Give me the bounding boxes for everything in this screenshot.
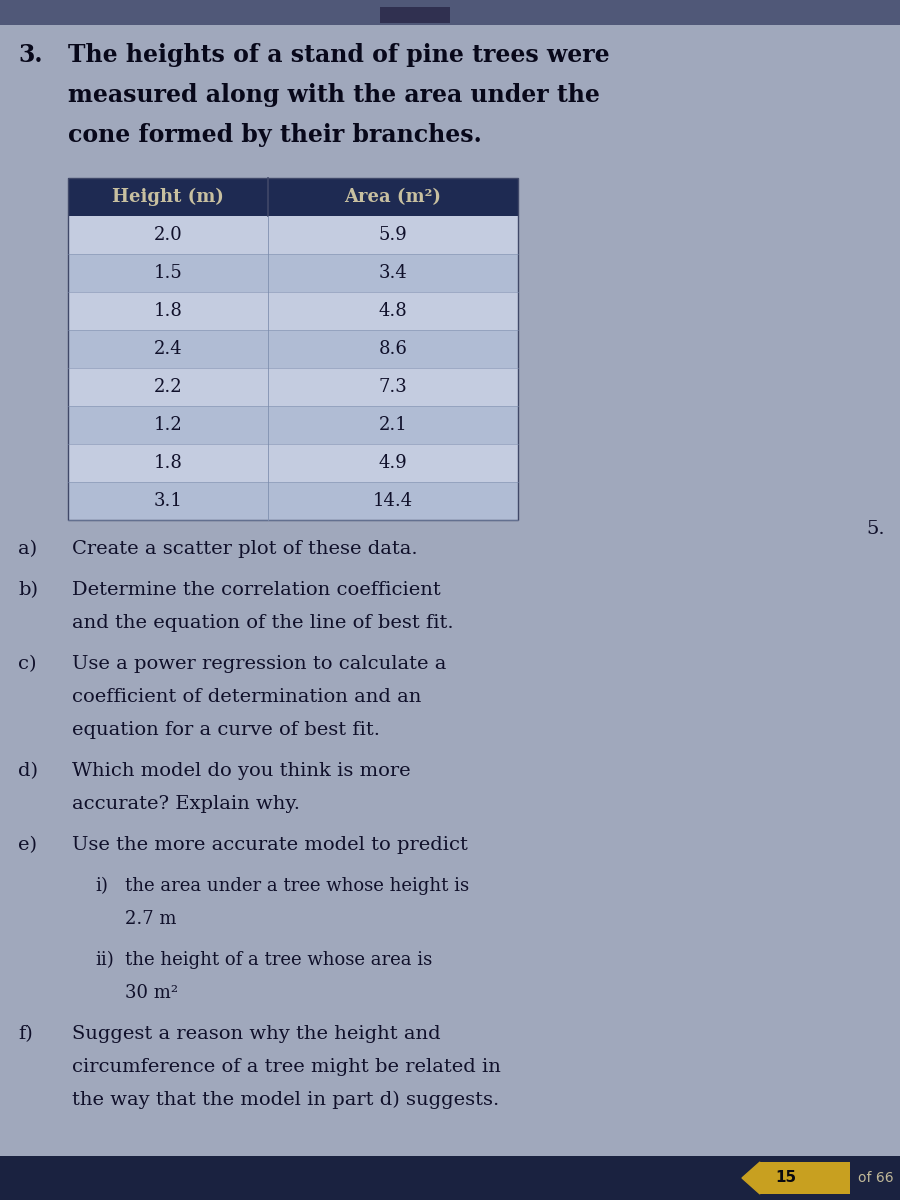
Text: 5.: 5. [867, 520, 885, 538]
Text: 4.8: 4.8 [379, 302, 408, 320]
Text: c): c) [18, 655, 37, 673]
Text: 1.5: 1.5 [154, 264, 183, 282]
Text: e): e) [18, 836, 37, 854]
Text: 5.9: 5.9 [379, 226, 408, 244]
Text: cone formed by their branches.: cone formed by their branches. [68, 122, 482, 146]
Bar [68, 330, 518, 368]
Text: Create a scatter plot of these data.: Create a scatter plot of these data. [72, 540, 418, 558]
Text: 1.8: 1.8 [154, 454, 183, 472]
Text: the area under a tree whose height is: the area under a tree whose height is [125, 877, 469, 895]
Text: 2.7 m: 2.7 m [125, 910, 176, 928]
Bar [68, 368, 518, 406]
Text: b): b) [18, 581, 38, 599]
Text: 2.0: 2.0 [154, 226, 183, 244]
Text: 4.9: 4.9 [379, 454, 408, 472]
Text: 7.3: 7.3 [379, 378, 408, 396]
Text: Use the more accurate model to predict: Use the more accurate model to predict [72, 836, 468, 854]
Text: d): d) [18, 762, 38, 780]
Text: of 66: of 66 [858, 1171, 894, 1186]
Bar [380, 7, 450, 23]
Text: and the equation of the line of best fit.: and the equation of the line of best fit… [72, 614, 454, 632]
Bar [68, 482, 518, 520]
Text: 14.4: 14.4 [373, 492, 413, 510]
Bar [0, 1156, 900, 1200]
Text: 30 m²: 30 m² [125, 984, 178, 1002]
Bar [68, 406, 518, 444]
Bar [68, 444, 518, 482]
Text: accurate? Explain why.: accurate? Explain why. [72, 794, 300, 814]
Text: 8.6: 8.6 [379, 340, 408, 358]
Text: Determine the correlation coefficient: Determine the correlation coefficient [72, 581, 441, 599]
Text: 3.4: 3.4 [379, 264, 408, 282]
Text: 2.1: 2.1 [379, 416, 408, 434]
Bar [68, 254, 518, 292]
Text: Which model do you think is more: Which model do you think is more [72, 762, 410, 780]
Text: 3.: 3. [18, 43, 42, 67]
Text: measured along with the area under the: measured along with the area under the [68, 83, 600, 107]
Bar [760, 1162, 850, 1194]
Text: Suggest a reason why the height and: Suggest a reason why the height and [72, 1025, 441, 1043]
Text: Height (m): Height (m) [112, 188, 224, 206]
Bar [68, 216, 518, 254]
Text: circumference of a tree might be related in: circumference of a tree might be related… [72, 1058, 501, 1076]
Text: 2.2: 2.2 [154, 378, 183, 396]
Text: 3.1: 3.1 [154, 492, 183, 510]
Text: the height of a tree whose area is: the height of a tree whose area is [125, 950, 432, 970]
Text: equation for a curve of best fit.: equation for a curve of best fit. [72, 721, 380, 739]
Text: i): i) [95, 877, 108, 895]
Bar [0, 0, 900, 25]
Text: the way that the model in part d) suggests.: the way that the model in part d) sugges… [72, 1091, 500, 1109]
Text: coefficient of determination and an: coefficient of determination and an [72, 688, 421, 706]
Text: 1.2: 1.2 [154, 416, 183, 434]
Text: f): f) [18, 1025, 32, 1043]
Polygon shape [742, 1162, 760, 1194]
Text: 2.4: 2.4 [154, 340, 183, 358]
Text: 15: 15 [775, 1170, 796, 1186]
Text: 1.8: 1.8 [154, 302, 183, 320]
Bar [68, 178, 518, 216]
Bar [68, 292, 518, 330]
Text: Use a power regression to calculate a: Use a power regression to calculate a [72, 655, 446, 673]
Text: The heights of a stand of pine trees were: The heights of a stand of pine trees wer… [68, 43, 609, 67]
Text: a): a) [18, 540, 37, 558]
Bar [68, 178, 518, 520]
Text: ii): ii) [95, 950, 113, 970]
Text: Area (m²): Area (m²) [345, 188, 442, 206]
